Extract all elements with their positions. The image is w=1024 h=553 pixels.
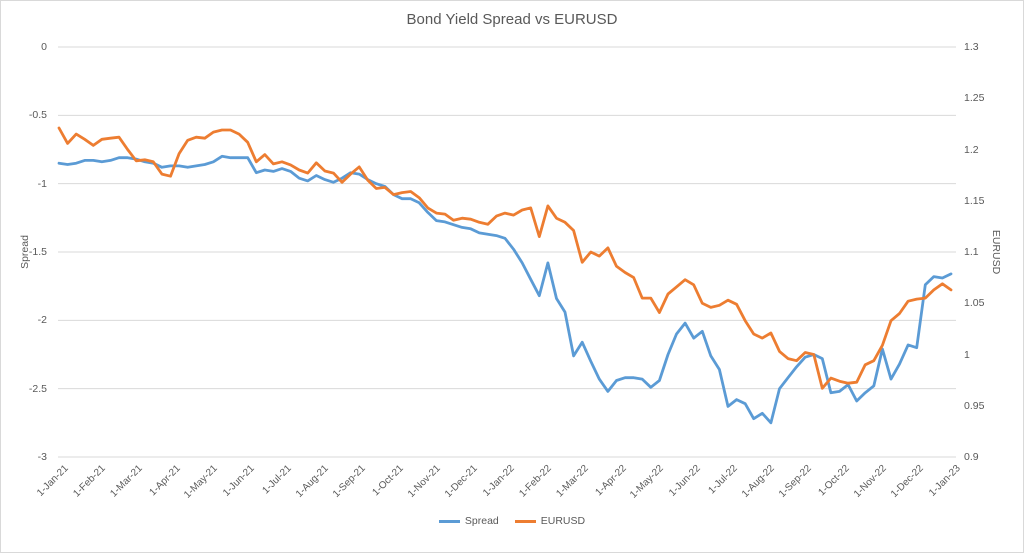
left-axis-tick-label: -2.5 [28,382,47,395]
legend-item-eurusd[interactable]: EURUSD [514,515,586,527]
spread-line-swatch [438,519,460,523]
spread-series-line[interactable] [57,154,953,425]
eurusd-line-swatch [514,519,536,523]
left-axis-tick-label: -2 [37,314,47,327]
right-axis-tick-label: 0.95 [964,399,985,412]
gridlines [58,46,956,458]
legend-label-spread: Spread [464,515,499,527]
legend-item-spread[interactable]: Spread [438,515,499,527]
eurusd-series-line[interactable] [57,126,953,390]
right-axis-tick-label: 1.15 [964,194,985,207]
right-axis-tick-label: 1.3 [964,41,979,53]
left-axis-title: Spread [19,235,31,269]
right-axis-tick-label: 1.25 [964,92,985,105]
left-axis-tick-label: -1 [37,177,47,190]
left-axis-tick-label: -1.5 [28,246,47,258]
chart-title: Bond Yield Spread vs EURUSD [406,11,618,28]
right-axis-tick-label: 1.05 [964,297,985,310]
right-axis-tick-label: 1 [964,348,970,361]
left-axis-tick-label: -3 [37,451,47,463]
right-axis-tick-label: 1.1 [964,246,979,258]
left-axis-tick-label: 0 [41,41,47,53]
right-axis-title: EURUSD [990,229,1002,275]
right-axis-tick-label: 1.2 [964,143,979,156]
legend: Spread EURUSD [1,515,1023,527]
legend-label-eurusd: EURUSD [540,515,586,527]
right-axis-tick-label: 0.9 [964,451,979,463]
left-axis-tick-label: -0.5 [28,109,47,122]
